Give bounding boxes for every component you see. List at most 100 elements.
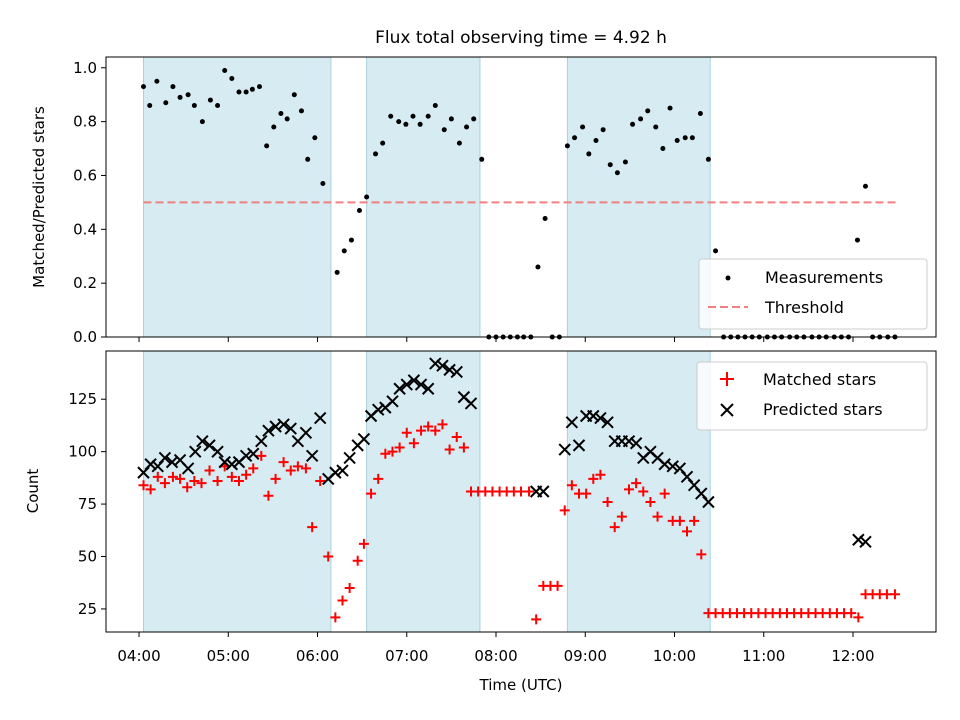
predicted-star-point xyxy=(450,365,463,379)
measurement-point xyxy=(243,89,249,95)
matched-star-point xyxy=(616,511,627,522)
predicted-star-point xyxy=(181,462,195,475)
matched-star-point xyxy=(152,471,163,482)
matched-star-point xyxy=(285,465,296,476)
matched-star-point xyxy=(458,442,469,453)
x-tick-label: 05:00 xyxy=(207,647,250,665)
measurement-point xyxy=(425,113,431,119)
predicted-star-point xyxy=(601,416,614,429)
matched-star-point xyxy=(145,484,156,495)
matched-star-point xyxy=(423,421,434,432)
predicted-star-point xyxy=(702,495,715,509)
predicted-star-point xyxy=(336,464,349,477)
measurement-point xyxy=(334,269,340,275)
predicted-star-point xyxy=(371,403,385,416)
predicted-star-point xyxy=(211,445,224,458)
matched-stars-points xyxy=(138,419,900,625)
measurement-point xyxy=(388,113,394,119)
matched-star-point xyxy=(292,461,303,472)
measurement-point xyxy=(154,78,160,84)
predicted-star-point xyxy=(572,439,586,452)
measurement-point xyxy=(630,121,636,127)
measurement-point xyxy=(854,237,860,243)
top-panel-frame xyxy=(105,56,937,338)
observing-window-span xyxy=(142,350,332,633)
matched-star-point xyxy=(631,478,642,489)
matched-star-point xyxy=(645,496,656,507)
matched-star-point xyxy=(204,465,215,476)
measurement-point xyxy=(185,92,191,98)
matched-star-point xyxy=(167,471,178,482)
measurement-point xyxy=(356,207,362,213)
predicted-star-point xyxy=(393,382,406,395)
measurement-point xyxy=(403,121,409,127)
measurement-point xyxy=(191,102,197,108)
bottom-y-axis: 25 50 75 100 125 xyxy=(68,390,106,618)
legend-matched-marker xyxy=(720,372,734,386)
matched-star-point xyxy=(853,612,864,623)
predicted-star-point xyxy=(277,418,290,431)
top-y-tick-label: 0.6 xyxy=(73,166,97,184)
predicted-star-point xyxy=(565,416,579,429)
matched-star-point xyxy=(352,555,363,566)
predicted-star-point xyxy=(305,449,319,463)
measurement-point xyxy=(348,237,354,243)
predicted-star-point xyxy=(196,434,209,448)
measurement-point xyxy=(380,140,386,146)
measurement-points xyxy=(140,67,898,340)
measurement-point xyxy=(535,264,541,270)
top-legend: Measurements Threshold xyxy=(698,258,928,330)
matched-star-point xyxy=(387,446,398,457)
measurement-point xyxy=(622,159,628,165)
measurement-point xyxy=(320,181,326,187)
matched-star-point xyxy=(531,614,542,625)
legend-threshold-label: Threshold xyxy=(764,298,844,317)
bottom-x-axis: 04:00 05:00 06:00 07:00 08:00 09:00 10:00 11:00… xyxy=(117,632,875,665)
predicted-star-point xyxy=(284,422,297,435)
matched-star-point xyxy=(358,538,369,549)
matched-star-point xyxy=(323,551,334,562)
x-tick-label: 08:00 xyxy=(474,647,517,665)
matched-star-point xyxy=(566,480,577,491)
top-y-tick-label: 0.4 xyxy=(73,220,97,238)
legend-matched-label: Matched stars xyxy=(763,370,876,389)
top-panel: 0.0 0.2 0.4 0.6 0.8 1.0 Matched/Predicted sta… xyxy=(30,56,937,346)
matched-star-point xyxy=(366,488,377,499)
matched-star-point xyxy=(307,522,318,533)
bottom-legend: Matched stars Predicted stars xyxy=(696,361,928,431)
matched-star-point xyxy=(652,511,663,522)
measurement-point xyxy=(713,248,719,254)
matched-star-point xyxy=(689,515,700,526)
matched-star-point xyxy=(430,425,441,436)
measurement-point xyxy=(364,194,370,200)
measurement-point xyxy=(264,143,270,149)
matched-star-point xyxy=(278,457,289,468)
matched-star-point xyxy=(175,473,186,484)
matched-star-point xyxy=(451,431,462,442)
predicted-star-point xyxy=(203,439,216,452)
predicted-star-point xyxy=(400,378,413,391)
x-tick-label: 09:00 xyxy=(564,647,607,665)
x-tick-label: 10:00 xyxy=(653,647,696,665)
matched-star-point xyxy=(623,484,634,495)
measurement-point xyxy=(147,102,153,108)
predicted-star-point xyxy=(313,411,327,425)
measurement-point xyxy=(222,67,228,73)
measurement-point xyxy=(479,156,485,162)
matched-star-point xyxy=(182,482,193,493)
legend-predicted-label: Predicted stars xyxy=(763,400,883,419)
measurement-point xyxy=(667,105,673,111)
predicted-star-point xyxy=(158,451,172,465)
predicted-star-point xyxy=(225,458,239,471)
predicted-star-point xyxy=(443,363,456,377)
matched-star-point xyxy=(226,471,237,482)
matched-star-point xyxy=(159,478,170,489)
matched-star-point xyxy=(270,473,281,484)
measurement-point xyxy=(441,127,447,133)
matched-star-point xyxy=(595,469,606,480)
matched-star-point xyxy=(263,490,274,501)
x-tick-label: 07:00 xyxy=(385,647,428,665)
matched-star-point xyxy=(196,478,207,489)
predicted-star-point xyxy=(558,443,571,456)
